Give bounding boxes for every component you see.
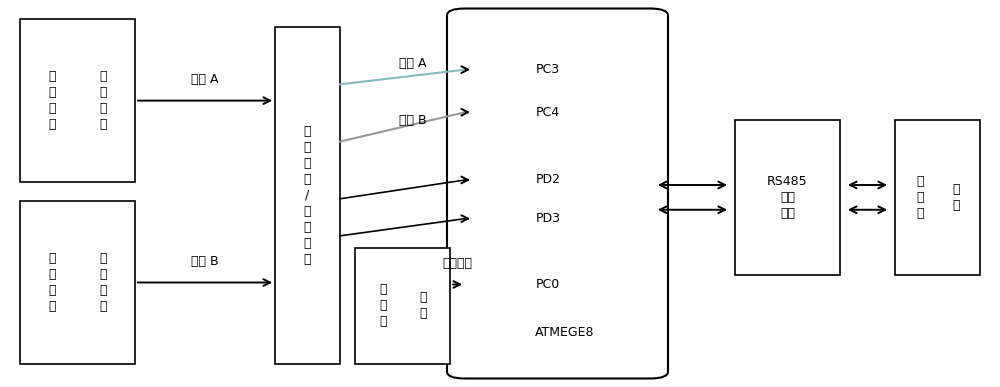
- Text: 信号 B: 信号 B: [191, 255, 219, 268]
- Text: PD3: PD3: [535, 212, 560, 225]
- Text: 零位信号: 零位信号: [442, 257, 473, 270]
- Bar: [275, 27, 340, 364]
- Text: PC3: PC3: [535, 63, 559, 76]
- Text: 二
轮
感
器: 二 轮 感 器: [99, 252, 107, 313]
- Text: PC0: PC0: [535, 278, 560, 291]
- FancyBboxPatch shape: [447, 9, 668, 378]
- Text: 一
轮
感
器: 一 轮 感 器: [99, 70, 107, 131]
- Bar: [355, 248, 450, 364]
- Bar: [20, 19, 135, 182]
- Bar: [20, 201, 135, 364]
- Text: RS485
通信
接口: RS485 通信 接口: [767, 175, 808, 220]
- Bar: [895, 120, 980, 275]
- Text: PC4: PC4: [535, 106, 559, 119]
- Text: 信号 B: 信号 B: [399, 114, 426, 127]
- Text: 信
号
采
集
/
处
理
模
块: 信 号 采 集 / 处 理 模 块: [304, 125, 311, 266]
- Text: 矩
制: 矩 制: [952, 183, 960, 212]
- Text: 定
传
器: 定 传 器: [380, 283, 387, 328]
- Text: 第
齿
传
器: 第 齿 传 器: [48, 252, 56, 313]
- Text: PD2: PD2: [535, 173, 560, 187]
- Text: 位
感: 位 感: [420, 291, 427, 320]
- Text: 力
限
器: 力 限 器: [917, 175, 924, 220]
- Bar: [735, 120, 840, 275]
- Text: ATMEGE8: ATMEGE8: [535, 326, 595, 339]
- Text: 第
齿
传
器: 第 齿 传 器: [48, 70, 56, 131]
- Text: 信号 A: 信号 A: [399, 57, 426, 70]
- Text: 信号 A: 信号 A: [191, 73, 219, 86]
